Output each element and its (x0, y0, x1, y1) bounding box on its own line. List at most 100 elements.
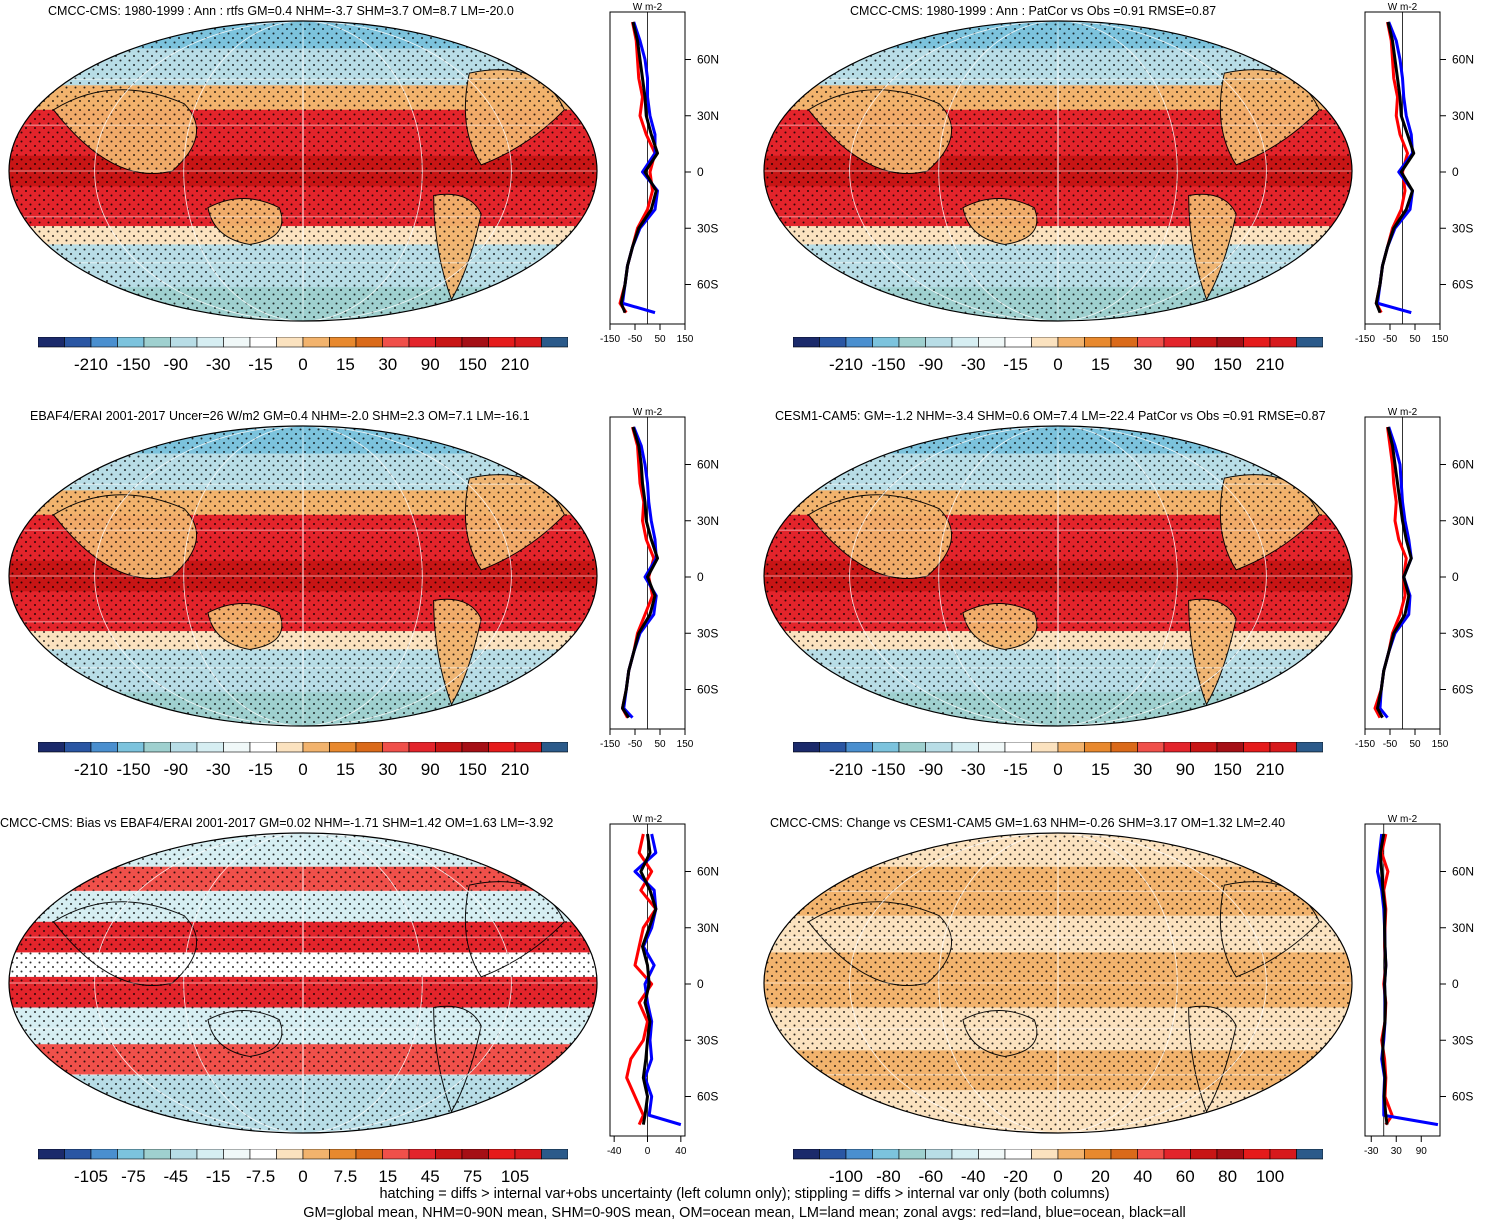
footer-note-1: hatching = diffs > internal var+obs unce… (379, 1186, 1110, 1202)
panel-title: CMCC-CMS: Bias vs EBAF4/ERAI 2001-2017 G… (0, 816, 554, 830)
colorbar-swatch (1190, 1149, 1218, 1160)
panel-title: CMCC-CMS: Change vs CESM1-CAM5 GM=1.63 N… (770, 816, 1286, 830)
colorbar: -210 -150 -90 -30 -15 0 15 30 90 150 210 (38, 337, 568, 373)
colorbar-swatch (978, 1149, 1006, 1160)
colorbar-swatch (872, 337, 900, 348)
map-outline (8, 832, 598, 1134)
colorbar-swatch (488, 1149, 516, 1160)
colorbar-swatch (1163, 742, 1191, 753)
zonal-x-tick-label: 150 (1432, 334, 1449, 345)
colorbar-swatch (541, 1149, 568, 1160)
colorbar-tick-label: 0 (1053, 760, 1062, 778)
zonal-unit: W m-2 (1388, 814, 1418, 825)
colorbar-swatch (845, 1149, 873, 1160)
colorbar-tick-label: 75 (463, 1167, 482, 1185)
zonal-unit: W m-2 (633, 407, 663, 418)
colorbar-swatch (170, 337, 198, 348)
map-outline (763, 425, 1353, 727)
colorbar-swatch (382, 1149, 410, 1160)
colorbar-tick-label: -15 (1003, 355, 1028, 373)
colorbar-swatch (488, 742, 516, 753)
colorbar-tick-label: -90 (919, 355, 944, 373)
colorbar-swatch (1057, 742, 1085, 753)
colorbar-tick-label: -90 (164, 760, 189, 778)
colorbar: -210 -150 -90 -30 -15 0 15 30 90 150 210 (38, 742, 568, 778)
colorbar-tick-label: 150 (1213, 760, 1241, 778)
colorbar-swatch (408, 1149, 436, 1160)
colorbar-tick-label: 90 (1176, 760, 1195, 778)
colorbar-tick-label: -15 (248, 760, 273, 778)
colorbar-swatch (276, 337, 304, 348)
colorbar-tick-label: 105 (501, 1167, 529, 1185)
colorbar-swatch (898, 742, 926, 753)
colorbar-swatch (819, 742, 847, 753)
zonal-average-plot: W m-2 60N 30N 0 30S 60S -30 30 90 (1364, 814, 1474, 1157)
zonal-x-tick-label: 150 (677, 334, 694, 345)
zonal-lat-label: 60S (1452, 1090, 1473, 1104)
zonal-lat-label: 30S (1452, 221, 1473, 235)
zonal-x-tick-label: 50 (654, 334, 666, 345)
colorbar-tick-label: -75 (121, 1167, 146, 1185)
zonal-lat-label: 30N (697, 514, 719, 528)
colorbar-swatch (1296, 337, 1323, 348)
colorbar-tick-label: 90 (1176, 355, 1195, 373)
colorbar-swatch (90, 742, 118, 753)
colorbar-swatch (117, 742, 145, 753)
zonal-lat-label: 0 (1452, 165, 1459, 179)
zonal-line-all (1374, 21, 1416, 314)
colorbar-swatch (1137, 1149, 1165, 1160)
zonal-x-tick-label: -150 (1355, 334, 1375, 345)
colorbar-swatch (38, 1149, 65, 1160)
zonal-lat-label: 60N (1452, 865, 1474, 879)
colorbar-swatch (951, 337, 979, 348)
colorbar-swatch (143, 337, 171, 348)
colorbar-swatch (90, 337, 118, 348)
colorbar-swatch (355, 742, 383, 753)
colorbar-swatch (1031, 742, 1059, 753)
colorbar-swatch (302, 337, 330, 348)
zonal-lat-label: 60N (1452, 458, 1474, 472)
zonal-lat-label: 60S (1452, 683, 1473, 697)
colorbar-tick-label: -105 (74, 1167, 108, 1185)
colorbar-tick-label: -15 (1003, 760, 1028, 778)
colorbar: -105 -75 -45 -15 -7.5 0 7.5 15 45 75 105 (38, 1149, 568, 1185)
colorbar-tick-label: 45 (421, 1167, 440, 1185)
colorbar-swatch (1216, 337, 1244, 348)
zonal-average-plot: W m-2 60N 30N 0 30S 60S -150 -50 50 150 (1355, 2, 1474, 345)
colorbar-swatch (925, 1149, 953, 1160)
zonal-x-tick-label: -150 (1355, 739, 1375, 750)
colorbar-swatch (1110, 742, 1138, 753)
colorbar-swatch (1190, 337, 1218, 348)
zonal-line-all (1376, 426, 1413, 719)
colorbar-swatch (461, 742, 489, 753)
colorbar-swatch (1243, 1149, 1271, 1160)
zonal-lat-label: 60S (697, 278, 718, 292)
colorbar-swatch (276, 742, 304, 753)
colorbar-swatch (898, 1149, 926, 1160)
colorbar-tick-label: -210 (829, 355, 863, 373)
zonal-line-all (621, 426, 659, 719)
zonal-x-tick-label: -50 (1383, 334, 1398, 345)
zonal-lat-label: 0 (697, 977, 704, 991)
global-map (8, 425, 598, 727)
global-map (763, 832, 1353, 1134)
zonal-lat-label: 0 (1452, 570, 1459, 584)
colorbar-swatch (541, 742, 568, 753)
colorbar-swatch (951, 1149, 979, 1160)
colorbar-swatch (819, 337, 847, 348)
zonal-lat-label: 30N (697, 921, 719, 935)
zonal-x-tick-label: 50 (1409, 334, 1421, 345)
colorbar-tick-label: 40 (1133, 1167, 1152, 1185)
colorbar-tick-label: -20 (1003, 1167, 1028, 1185)
colorbar-swatch (514, 337, 542, 348)
colorbar-swatch (408, 742, 436, 753)
colorbar-swatch (819, 1149, 847, 1160)
zonal-line-all (619, 21, 659, 314)
colorbar-swatch (329, 742, 357, 753)
colorbar-swatch (1057, 1149, 1085, 1160)
colorbar-tick-label: 210 (501, 355, 529, 373)
colorbar-swatch (223, 1149, 251, 1160)
colorbar-tick-label: -90 (164, 355, 189, 373)
colorbar-tick-label: 20 (1091, 1167, 1110, 1185)
colorbar-swatch (1269, 337, 1297, 348)
